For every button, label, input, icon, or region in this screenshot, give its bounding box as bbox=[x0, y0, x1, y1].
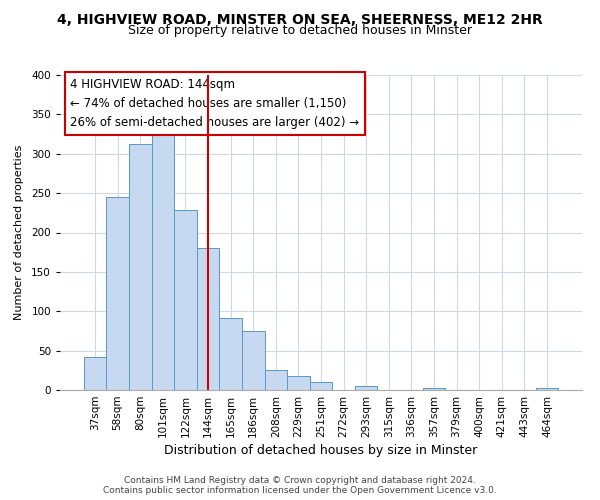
Bar bbox=[287, 376, 310, 390]
Text: Contains HM Land Registry data © Crown copyright and database right 2024.
Contai: Contains HM Land Registry data © Crown c… bbox=[103, 476, 497, 495]
Text: Size of property relative to detached houses in Minster: Size of property relative to detached ho… bbox=[128, 24, 472, 37]
X-axis label: Distribution of detached houses by size in Minster: Distribution of detached houses by size … bbox=[164, 444, 478, 457]
Bar bbox=[422, 388, 445, 390]
Bar bbox=[106, 197, 129, 390]
Bar bbox=[197, 248, 220, 390]
Bar bbox=[242, 331, 265, 390]
Bar bbox=[220, 318, 242, 390]
Bar bbox=[536, 388, 558, 390]
Bar bbox=[129, 144, 152, 390]
Text: 4, HIGHVIEW ROAD, MINSTER ON SEA, SHEERNESS, ME12 2HR: 4, HIGHVIEW ROAD, MINSTER ON SEA, SHEERN… bbox=[57, 12, 543, 26]
Bar bbox=[174, 210, 197, 390]
Bar bbox=[152, 128, 174, 390]
Y-axis label: Number of detached properties: Number of detached properties bbox=[14, 145, 24, 320]
Bar bbox=[310, 382, 332, 390]
Bar bbox=[84, 357, 106, 390]
Bar bbox=[265, 370, 287, 390]
Bar bbox=[355, 386, 377, 390]
Text: 4 HIGHVIEW ROAD: 144sqm
← 74% of detached houses are smaller (1,150)
26% of semi: 4 HIGHVIEW ROAD: 144sqm ← 74% of detache… bbox=[70, 78, 359, 129]
